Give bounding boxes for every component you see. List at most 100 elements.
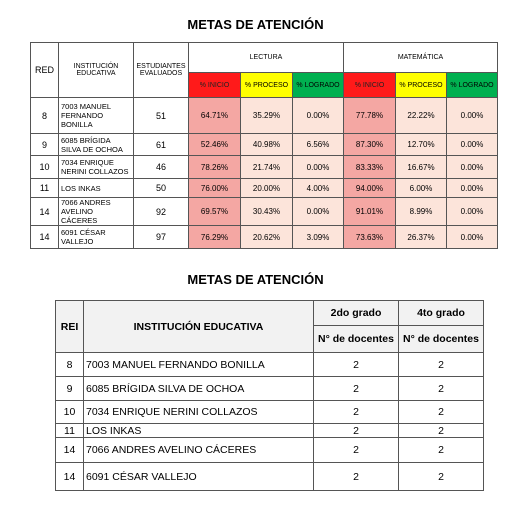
cell: 52.46% xyxy=(188,133,241,156)
cell: 0.00% xyxy=(445,225,499,249)
row: 10 7034 ENRIQUE NERINI COLLAZOS 46 78.26% 21… xyxy=(30,155,499,179)
title: METAS DE ATENCIÓN xyxy=(187,272,324,287)
cell: 4.00% xyxy=(292,178,344,198)
cell: 35.29% xyxy=(240,97,293,134)
row: 14 6091 CÉSAR VALLEJO 97 76.29% 20.62% 3.09% 7… xyxy=(30,225,499,249)
cell: 2 xyxy=(398,462,484,491)
cell: 2 xyxy=(313,352,399,377)
cell: 87.30% xyxy=(343,133,396,156)
cell: 76.29% xyxy=(188,225,241,249)
cell: 30.43% xyxy=(240,197,293,226)
cell: 64.71% xyxy=(188,97,241,134)
cell: 0.00% xyxy=(292,197,344,226)
cell: 12.70% xyxy=(395,133,447,156)
cell: 2 xyxy=(398,352,484,377)
cell: 94.00% xyxy=(343,178,396,198)
cell: 0.00% xyxy=(445,178,499,198)
level-header: % INICIO xyxy=(343,72,396,98)
cell: LOS INKAS xyxy=(58,178,134,198)
cell: 14 xyxy=(55,437,84,463)
cell: 97 xyxy=(133,225,189,249)
cell: 0.00% xyxy=(445,155,499,179)
header: RED xyxy=(30,42,59,98)
level-header: % PROCESO xyxy=(395,72,447,98)
cell: 2 xyxy=(313,423,399,438)
cell: 14 xyxy=(55,462,84,491)
header: INSTITUCIÓN EDUCATIVA xyxy=(58,42,134,98)
row: 14 7066 ANDRES AVELINO CÁCERES 2 2 xyxy=(55,437,484,463)
level-header: % PROCESO xyxy=(240,72,293,98)
row: 10 7034 ENRIQUE NERINI COLLAZOS 2 2 xyxy=(55,400,484,424)
cell: 20.00% xyxy=(240,178,293,198)
cell: 0.00% xyxy=(292,97,344,134)
cell: 6091 CÉSAR VALLEJO xyxy=(58,225,134,249)
results-table: RED INSTITUCIÓN EDUCATIVA ESTUDIANTES EV… xyxy=(30,42,499,249)
header: 2do grado xyxy=(313,300,399,326)
cell: 8.99% xyxy=(395,197,447,226)
header: REI xyxy=(55,300,84,353)
cell: 3.09% xyxy=(292,225,344,249)
cell: 16.67% xyxy=(395,155,447,179)
cell: 40.98% xyxy=(240,133,293,156)
cell: 6085 BRÍGIDA SILVA DE OCHOA xyxy=(58,133,134,156)
cell: 2 xyxy=(313,400,399,424)
cell: 0.00% xyxy=(445,97,499,134)
cell: 7066 ANDRES AVELINO CÁCERES xyxy=(58,197,134,226)
cell: 14 xyxy=(30,197,59,226)
cell: 92 xyxy=(133,197,189,226)
row: 8 7003 MANUEL FERNANDO BONILLA 2 2 xyxy=(55,352,484,377)
cell: 73.63% xyxy=(343,225,396,249)
cell: 2 xyxy=(398,437,484,463)
level-header: % INICIO xyxy=(188,72,241,98)
cell: 7034 ENRIQUE NERINI COLLAZOS xyxy=(58,155,134,179)
cell: 0.00% xyxy=(445,197,499,226)
cell: 10 xyxy=(55,400,84,424)
header: 4to grado xyxy=(398,300,484,326)
row: 14 7066 ANDRES AVELINO CÁCERES 92 69.57% 30.… xyxy=(30,197,499,226)
cell: 2 xyxy=(398,400,484,424)
row: 9 6085 BRÍGIDA SILVA DE OCHOA 61 52.46% 40.9… xyxy=(30,133,499,156)
cell: 20.62% xyxy=(240,225,293,249)
cell: 69.57% xyxy=(188,197,241,226)
row: 14 6091 CÉSAR VALLEJO 2 2 xyxy=(55,462,484,491)
cell: 76.00% xyxy=(188,178,241,198)
cell: 8 xyxy=(30,97,59,134)
level-header: % LOGRADO xyxy=(445,72,499,98)
cell: 21.74% xyxy=(240,155,293,179)
header: N° de docentes xyxy=(313,325,399,353)
cell: 6085 BRÍGIDA SILVA DE OCHOA xyxy=(83,376,314,401)
cell: 14 xyxy=(30,225,59,249)
cell: 77.78% xyxy=(343,97,396,134)
title: METAS DE ATENCIÓN xyxy=(187,17,324,32)
cell: 26.37% xyxy=(395,225,447,249)
cell: 78.26% xyxy=(188,155,241,179)
cell: 11 xyxy=(30,178,59,198)
cell: 7003 MANUEL FERNANDO BONILLA xyxy=(83,352,314,377)
cell: 51 xyxy=(133,97,189,134)
cell: 2 xyxy=(313,437,399,463)
row: 11 LOS INKAS 50 76.00% 20.00% 4.00% 94.00% 6.00… xyxy=(30,178,499,198)
cell: 8 xyxy=(55,352,84,377)
cell: 2 xyxy=(313,462,399,491)
cell: 0.00% xyxy=(292,155,344,179)
header: INSTITUCIÓN EDUCATIVA xyxy=(83,300,314,353)
cell: 6091 CÉSAR VALLEJO xyxy=(83,462,314,491)
cell: 6.00% xyxy=(395,178,447,198)
header: ESTUDIANTES EVALUADOS xyxy=(133,42,189,98)
cell: 9 xyxy=(55,376,84,401)
teachers-table: REI INSTITUCIÓN EDUCATIVA 2do grado 4to … xyxy=(55,300,484,491)
cell: 50 xyxy=(133,178,189,198)
cell: 7034 ENRIQUE NERINI COLLAZOS xyxy=(83,400,314,424)
cell: 2 xyxy=(398,423,484,438)
cell: 46 xyxy=(133,155,189,179)
cell: 61 xyxy=(133,133,189,156)
cell: 91.01% xyxy=(343,197,396,226)
cell: 83.33% xyxy=(343,155,396,179)
row: 8 7003 MANUEL FERNANDO BONILLA 51 64.71% 35.… xyxy=(30,97,499,134)
row: 11 LOS INKAS 2 2 xyxy=(55,423,484,438)
cell: 9 xyxy=(30,133,59,156)
header: MATEMÁTICA xyxy=(342,42,499,73)
header: LECTURA xyxy=(188,42,344,73)
header: N° de docentes xyxy=(398,325,484,353)
